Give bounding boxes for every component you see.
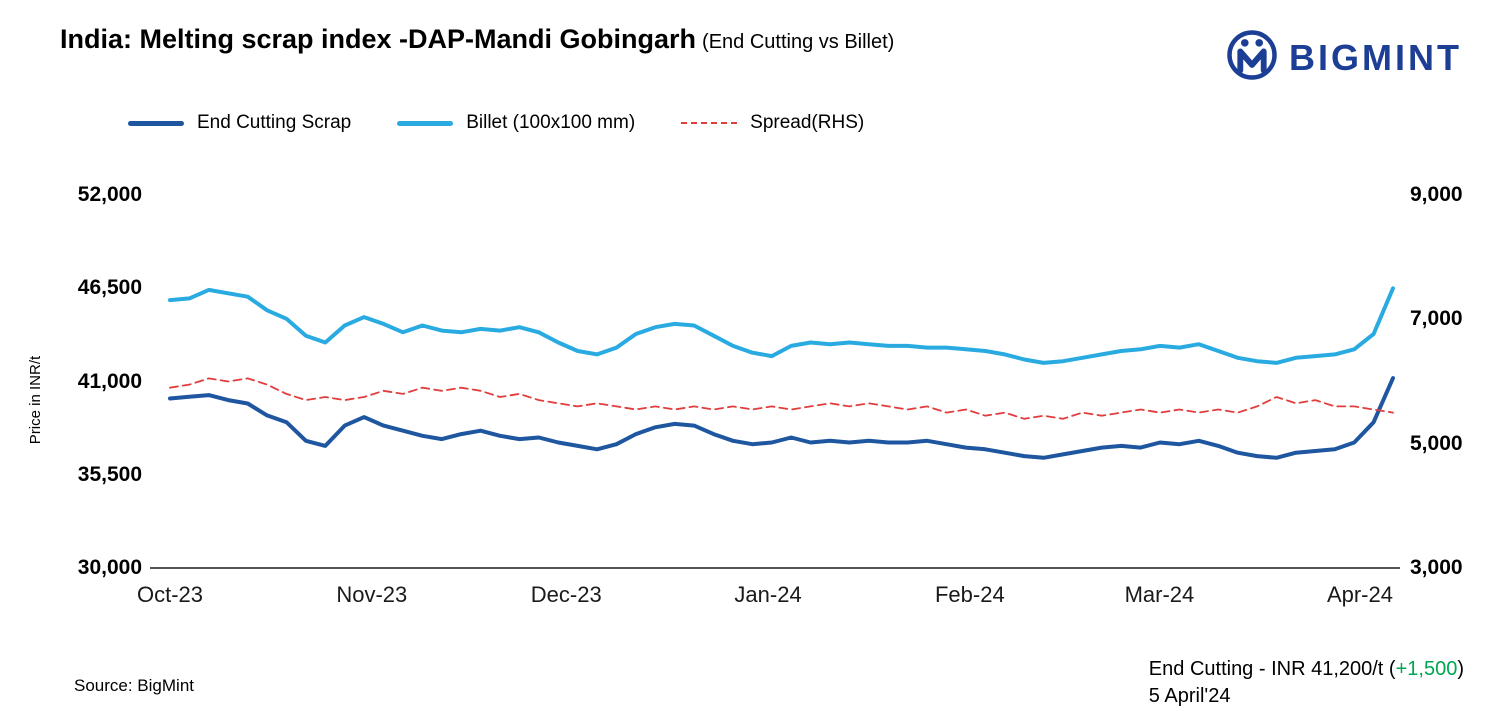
x-axis-tick-label: Nov-23 <box>336 582 408 607</box>
page-title-main: India: Melting scrap index -DAP-Mandi Go… <box>60 24 697 54</box>
x-axis-tick-label: Mar-24 <box>1124 582 1195 607</box>
page-title: India: Melting scrap index -DAP-Mandi Go… <box>60 24 894 55</box>
x-axis-tick-label: Oct-23 <box>136 582 204 607</box>
y-axis-right-tick-label: 5,000 <box>1410 431 1463 455</box>
bigmint-logo-icon <box>1225 28 1279 87</box>
y-axis-left-tick-label: 35,500 <box>77 462 142 486</box>
x-axis-tick-label: Feb-24 <box>934 582 1005 607</box>
x-axis-tick-label: Dec-23 <box>530 582 602 607</box>
spread-line-swatch <box>681 122 738 124</box>
y-axis-right-tick-label: 7,000 <box>1410 307 1463 331</box>
y-axis-left-tick-label: 52,000 <box>77 183 142 206</box>
legend-item-billet: Billet (100x100 mm) <box>397 112 635 134</box>
bigmint-logo: BIGMINT <box>1225 28 1462 87</box>
billet-line-swatch <box>397 120 454 126</box>
end-cutting-line-swatch <box>128 120 184 126</box>
legend-item-spread: Spread(RHS) <box>681 112 864 134</box>
y-axis-left-tick-label: 46,500 <box>77 276 142 300</box>
page-subtitle: (End Cutting vs Billet) <box>702 31 895 53</box>
y-axis-left-tick-label: 30,000 <box>77 556 142 579</box>
latest-price-line: End Cutting - INR 41,200/t (+1,500) <box>1149 656 1464 683</box>
series-line-spread <box>169 377 1394 420</box>
latest-price-annotation: End Cutting - INR 41,200/t (+1,500) 5 Ap… <box>1149 656 1464 710</box>
series-line-billet <box>168 286 1395 365</box>
chart-legend: End Cutting Scrap Billet (100x100 mm) Sp… <box>128 112 864 134</box>
latest-price-date: 5 April'24 <box>1148 685 1231 707</box>
source-note: Source: BigMint <box>74 676 194 695</box>
x-axis-tick-label: Jan-24 <box>734 582 802 607</box>
legend-label-end-cutting: End Cutting Scrap <box>197 112 352 133</box>
legend-label-spread: Spread(RHS) <box>750 112 865 133</box>
y-axis-left-tick-label: 41,000 <box>77 369 142 393</box>
x-axis-tick-label: Apr-24 <box>1326 582 1393 607</box>
latest-price-close-paren: ) <box>1457 658 1464 680</box>
y-axis-right-tick-label: 3,000 <box>1410 556 1463 579</box>
series-line-end-cutting <box>168 376 1395 460</box>
y-axis-title: Price in INR/t <box>27 355 44 445</box>
latest-price-change: +1,500 <box>1395 658 1458 680</box>
legend-item-end-cutting: End Cutting Scrap <box>128 112 351 134</box>
latest-price-text: End Cutting - INR 41,200/t ( <box>1148 658 1396 680</box>
legend-label-billet: Billet (100x100 mm) <box>466 112 636 133</box>
bigmint-logo-text: BIGMINT <box>1289 36 1462 78</box>
y-axis-right-tick-label: 9,000 <box>1410 183 1463 206</box>
